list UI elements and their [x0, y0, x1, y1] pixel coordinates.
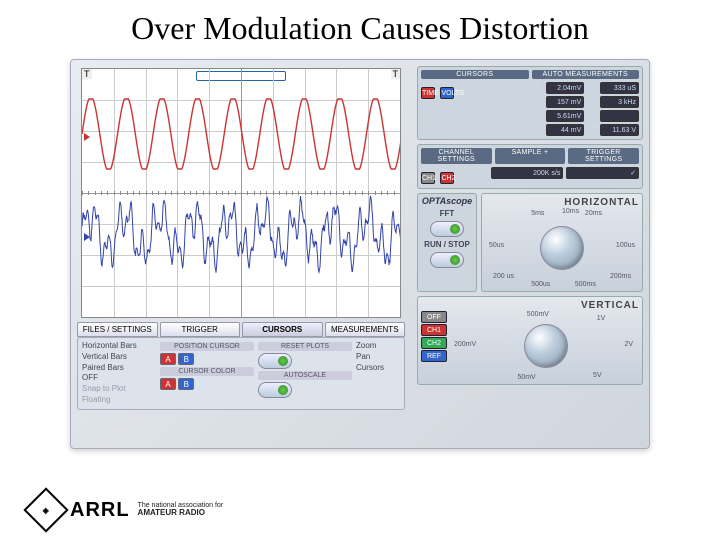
pos-cursor-a-button[interactable]: A — [160, 353, 176, 365]
htick-5ms: 5ms — [531, 210, 544, 217]
color-b-button[interactable]: B — [178, 378, 194, 390]
readout-label-1-2: f — [586, 96, 598, 108]
readout-label-2-0: Δ — [532, 110, 544, 122]
mouse-pan[interactable]: Pan — [356, 353, 400, 362]
bottom-tab-row: FILES / SETTINGS TRIGGER CURSORS MEASURE… — [71, 322, 411, 337]
ch1-button[interactable]: CH1 — [421, 172, 435, 184]
hdr-channel-settings: CHANNEL SETTINGS — [421, 148, 492, 164]
htick-500us: 500us — [531, 281, 550, 288]
readout-0-3: 333 uS — [600, 82, 639, 94]
color-a-button[interactable]: A — [160, 378, 176, 390]
htick-200ms: 200ms — [610, 273, 631, 280]
vert-off-button[interactable]: OFF — [421, 311, 447, 323]
sample-rate-readout: 200K s/s — [491, 167, 564, 179]
htick-100us: 100us — [616, 242, 635, 249]
hdr-sample: SAMPLE + — [495, 148, 566, 164]
vert-ref-button[interactable]: REF — [421, 350, 447, 362]
hdr-cursors: CURSORS — [421, 70, 529, 79]
arrl-footer: ◈ ARRL The national association for AMAT… — [30, 494, 223, 526]
readout-label-1-0: ΔV — [532, 96, 544, 108]
run-stop-button[interactable] — [430, 252, 464, 268]
tab-files-settings[interactable]: FILES / SETTINGS — [77, 322, 158, 337]
fft-button[interactable] — [430, 221, 464, 237]
hdr-autoscale: AUTOSCALE — [258, 371, 352, 380]
hdr-auto-measurements: AUTO MEASUREMENTS — [532, 70, 640, 79]
oscilloscope-app: T T FILES / SETTINGS TRIGGER CURSORS MEA… — [70, 59, 650, 449]
hdr-vertical: VERTICAL — [421, 300, 639, 311]
run-stop-label: RUN / STOP — [424, 240, 470, 249]
tab-cursors[interactable]: CURSORS — [242, 322, 323, 337]
hdr-horizontal: HORIZONTAL — [485, 197, 639, 208]
pos-cursor-b-button[interactable]: B — [178, 353, 194, 365]
mouse-zoom[interactable]: Zoom — [356, 342, 400, 351]
opt-floating[interactable]: Floating — [82, 396, 156, 405]
trace-ch2-distorted-audio — [82, 196, 401, 273]
readout-0-1: 2.04mV — [546, 82, 585, 94]
vtick-2v: 2V — [624, 341, 633, 348]
htick-50us: 50us — [489, 242, 504, 249]
vertical-panel: VERTICAL OFF CH1 CH2 REF 500mV 1V 200mV … — [417, 296, 643, 385]
readout-label-0-2: T+ — [586, 82, 598, 94]
scope-display: T T — [81, 68, 401, 318]
readout-2-3 — [600, 110, 639, 122]
vtick-50mv: 50mV — [517, 374, 535, 381]
readout-1-1: 157 mV — [546, 96, 585, 108]
vtick-1v: 1V — [597, 315, 606, 322]
hdr-position-cursor: POSITION CURSOR — [160, 342, 254, 351]
fft-run-panel: OPTAscope FFT RUN / STOP — [417, 193, 477, 292]
horizontal-timebase-knob[interactable] — [540, 226, 584, 270]
arrl-diamond-icon: ◈ — [23, 487, 68, 532]
htick-500ms: 500ms — [575, 281, 596, 288]
fft-label: FFT — [440, 209, 455, 218]
readout-label-3-0: f — [532, 124, 544, 136]
ch2-button[interactable]: CH2 — [440, 172, 454, 184]
measurements-panel: CURSORS AUTO MEASUREMENTS TIME VOLTS Δt2… — [417, 66, 643, 140]
horizontal-panel: HORIZONTAL 5ms 10ms 20ms 50us 100us 200 … — [481, 193, 643, 292]
autoscale-button[interactable] — [258, 382, 292, 398]
opt-horizontal-bars[interactable]: Horizontal Bars — [82, 342, 156, 351]
reset-plots-button[interactable] — [258, 353, 292, 369]
trigger-readout: ✓ — [566, 167, 639, 179]
readout-label-2-2: T- — [586, 110, 598, 122]
vtick-500mv: 500mV — [527, 311, 549, 318]
vtick-200mv: 200mV — [454, 341, 476, 348]
cursor-control-panel: Horizontal Bars Vertical Bars Paired Bar… — [77, 337, 405, 410]
hdr-cursor-color: CURSOR COLOR — [160, 367, 254, 376]
opt-paired-bars[interactable]: Paired Bars — [82, 364, 156, 373]
brand-label: OPTAscope — [422, 196, 472, 206]
vertical-volts-div-knob[interactable] — [524, 324, 568, 368]
channel-trigger-panel: CHANNEL SETTINGS SAMPLE + TRIGGER SETTIN… — [417, 144, 643, 189]
htick-200us: 200 us — [493, 273, 514, 280]
mouse-cursors[interactable]: Cursors — [356, 364, 400, 373]
slide-title: Over Modulation Causes Distortion — [20, 10, 700, 47]
opt-off[interactable]: OFF — [82, 374, 156, 383]
readout-3-1: 44 mV — [546, 124, 585, 136]
tab-measurements[interactable]: MEASUREMENTS — [325, 322, 406, 337]
vert-ch1-button[interactable]: CH1 — [421, 324, 447, 336]
trace-ch1-over-modulated — [82, 99, 401, 169]
hdr-reset-plots: RESET PLOTS — [258, 342, 352, 351]
readout-label-0-0: Δt — [532, 82, 544, 94]
vert-ch2-button[interactable]: CH2 — [421, 337, 447, 349]
opt-snap-to-plot[interactable]: Snap to Plot — [82, 385, 156, 394]
tab-trigger[interactable]: TRIGGER — [160, 322, 241, 337]
htick-20ms: 20ms — [585, 210, 602, 217]
arrl-logo-text: ARRL — [70, 499, 130, 522]
readout-3-3: 11.63 V — [600, 124, 639, 136]
readout-label-3-2: CH2 — [586, 124, 598, 136]
hdr-trigger-settings: TRIGGER SETTINGS — [568, 148, 639, 164]
arrl-sub2: AMATEUR RADIO — [138, 508, 205, 517]
opt-vertical-bars[interactable]: Vertical Bars — [82, 353, 156, 362]
readout-2-1: 5.61mV — [546, 110, 585, 122]
cursor-time-button[interactable]: TIME — [421, 87, 435, 99]
vtick-5v: 5V — [593, 372, 602, 379]
readout-1-3: 3 kHz — [600, 96, 639, 108]
htick-10ms: 10ms — [562, 208, 579, 215]
cursor-volts-button[interactable]: VOLTS — [440, 87, 454, 99]
